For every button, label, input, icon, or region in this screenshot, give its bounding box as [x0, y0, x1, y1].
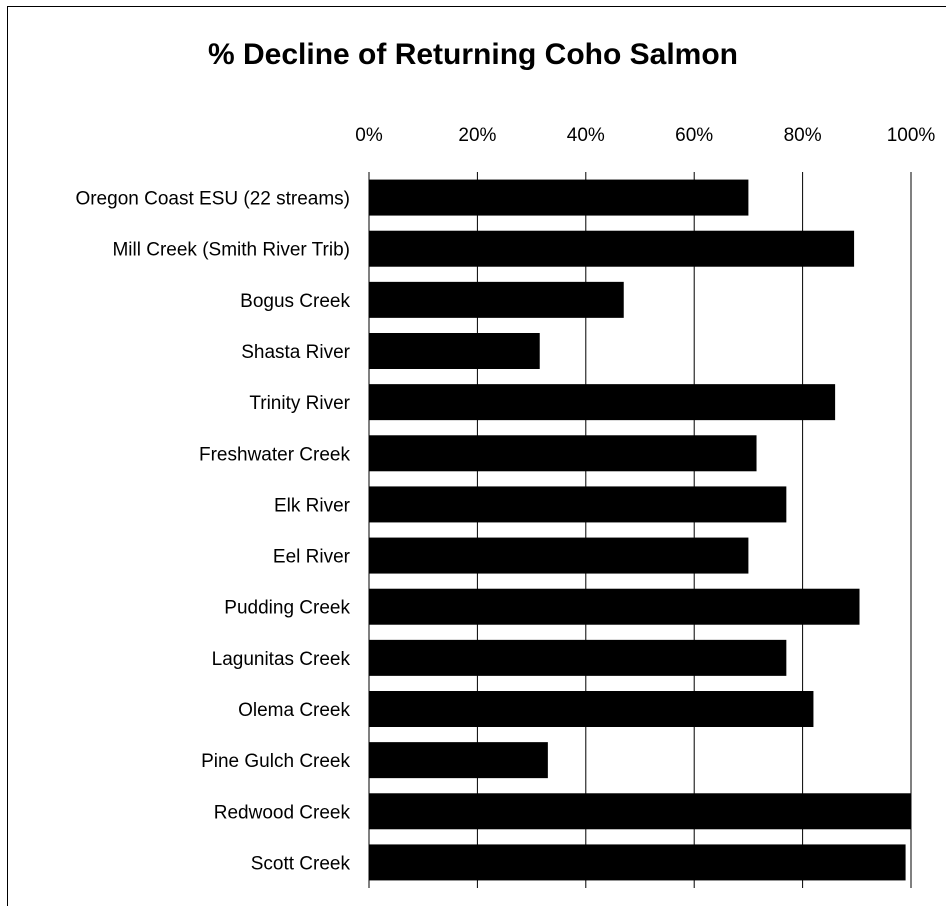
bar [369, 179, 749, 216]
bar [369, 486, 787, 523]
category-label: Trinity River [249, 393, 350, 414]
x-tick-label: 100% [887, 125, 936, 146]
chart-title: % Decline of Returning Coho Salmon [207, 38, 739, 71]
x-tick-label: 80% [784, 125, 822, 146]
category-label: Scott Creek [251, 853, 351, 874]
category-label: Oregon Coast ESU (22 streams) [75, 189, 350, 210]
bar [369, 588, 860, 625]
bar [369, 384, 836, 421]
bar [369, 281, 624, 318]
x-tick-labels: 0% 20% 40% 60% 80% 100% [355, 125, 935, 146]
bar [369, 333, 540, 369]
category-label: Mill Creek (Smith River Trib) [112, 240, 350, 261]
bar [369, 435, 757, 472]
bar [369, 537, 749, 574]
bars [369, 179, 911, 881]
category-label: Pudding Creek [224, 598, 350, 619]
bar [369, 639, 787, 676]
category-label: Redwood Creek [214, 802, 351, 823]
x-tick-label: 20% [458, 125, 496, 146]
category-label: Pine Gulch Creek [201, 751, 350, 772]
chart-frame [7, 6, 946, 906]
bar [369, 793, 911, 830]
bar [369, 742, 548, 779]
category-label: Lagunitas Creek [212, 649, 351, 670]
grid-lines [368, 172, 912, 888]
category-label: Eel River [273, 547, 351, 568]
category-label: Olema Creek [238, 700, 350, 721]
x-tick-label: 60% [675, 125, 713, 146]
x-tick-label: 40% [567, 125, 605, 146]
bar [369, 844, 906, 881]
bar [369, 691, 814, 727]
category-label: Shasta River [241, 342, 350, 363]
category-label: Freshwater Creek [199, 444, 350, 465]
bar [369, 230, 855, 267]
category-label: Bogus Creek [240, 291, 350, 312]
x-tick-label: 0% [355, 125, 383, 146]
category-labels: Oregon Coast ESU (22 streams) Mill Creek … [75, 189, 350, 875]
category-label: Elk River [274, 495, 351, 516]
